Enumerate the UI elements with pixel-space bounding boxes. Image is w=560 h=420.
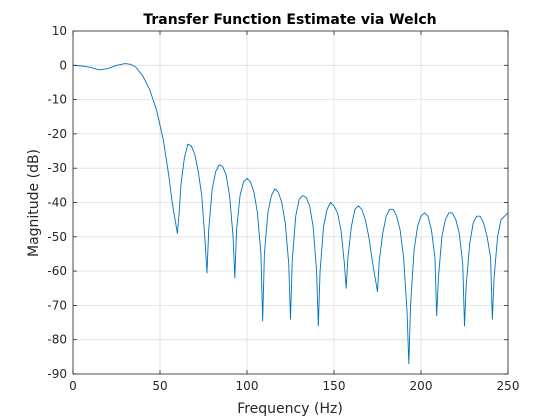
y-tick-label: -90 (47, 367, 67, 381)
x-tick-label: 250 (497, 379, 520, 393)
y-tick-label: -70 (47, 298, 67, 312)
y-tick-label: -20 (47, 127, 67, 141)
x-tick-label: 0 (69, 379, 77, 393)
y-tick-label: -80 (47, 333, 67, 347)
x-tick-label: 200 (410, 379, 433, 393)
x-tick-label: 50 (152, 379, 167, 393)
y-tick-label: -40 (47, 196, 67, 210)
y-tick-label: -50 (47, 230, 67, 244)
y-axis-label: Magnitude (dB) (26, 149, 42, 257)
x-axis-label: Frequency (Hz) (237, 401, 343, 417)
x-tick-labels: 0 50 100 150 200 250 (69, 379, 519, 393)
x-tick-label: 100 (236, 379, 259, 393)
tick-marks (72, 30, 509, 375)
y-tick-label: 0 (59, 58, 67, 72)
series-layer (72, 63, 509, 365)
y-tick-label: -10 (47, 93, 67, 107)
y-tick-label: -30 (47, 161, 67, 175)
y-tick-label: -60 (47, 264, 67, 278)
x-tick-label: 150 (323, 379, 346, 393)
y-tick-labels: 10 0 -10 -20 -30 -40 -50 -60 -70 -80 -90 (47, 24, 67, 381)
series-line (72, 63, 509, 365)
chart-title: Transfer Function Estimate via Welch (143, 12, 436, 28)
y-tick-label: 10 (52, 24, 67, 38)
